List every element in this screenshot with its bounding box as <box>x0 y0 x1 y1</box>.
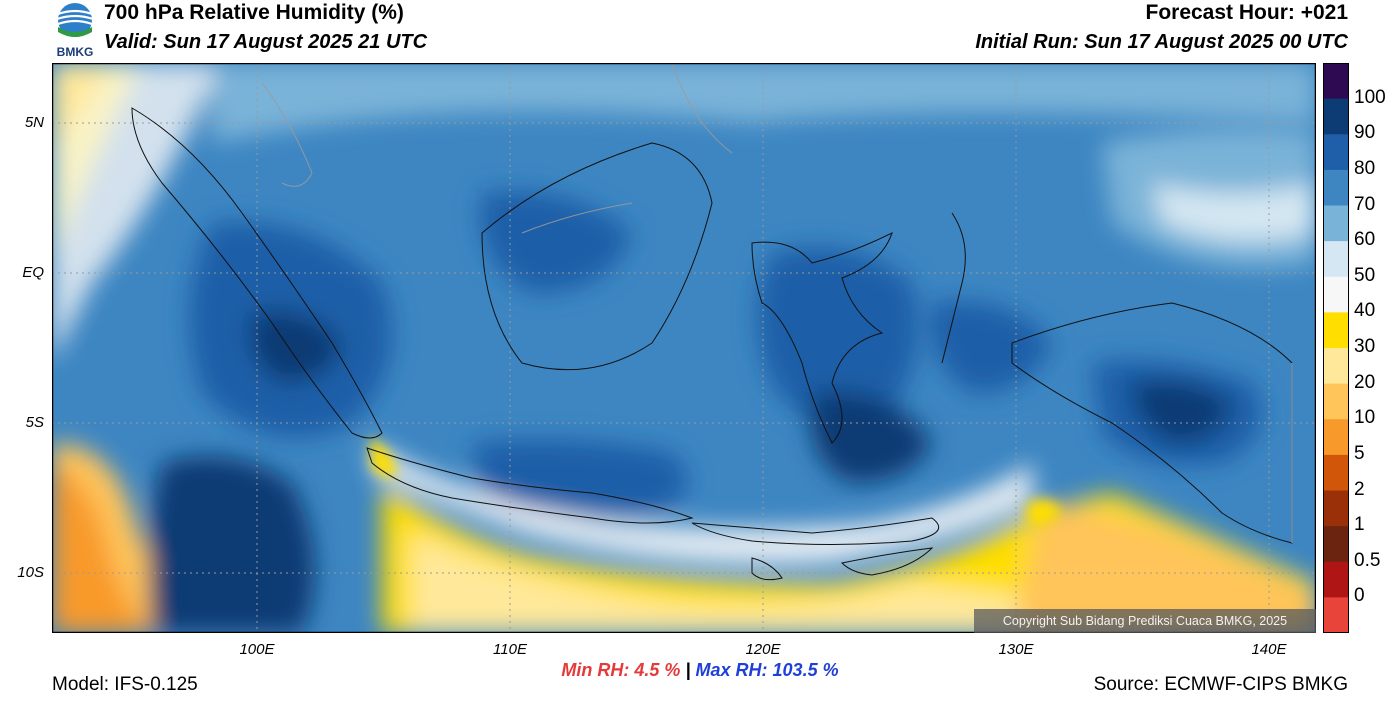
stats-separator: | <box>685 660 691 680</box>
colorbar-swatch <box>1323 169 1349 206</box>
colorbar-label: 60 <box>1354 229 1376 251</box>
lon-label-140e: 140E <box>1251 641 1287 658</box>
colorbar-label: 90 <box>1354 122 1376 144</box>
colorbar-label: 50 <box>1354 264 1376 286</box>
colorbar-swatch <box>1323 348 1349 385</box>
colorbar-swatch <box>1323 134 1349 171</box>
lat-label-5n: 5N <box>24 114 44 131</box>
min-rh-value: 4.5 % <box>634 660 681 680</box>
colorbar-swatch <box>1323 312 1349 349</box>
lon-label-130e: 130E <box>998 641 1034 658</box>
coastlines <box>131 107 1293 581</box>
colorbar-swatch <box>1323 454 1349 491</box>
humidity-map <box>52 63 1316 633</box>
colorbar-swatch <box>1323 597 1349 633</box>
valid-time: Valid: Sun 17 August 2025 21 UTC <box>104 31 428 53</box>
colorbar-swatch <box>1323 526 1349 563</box>
model-label: Model: IFS-0.125 <box>52 674 198 695</box>
colorbar-swatch <box>1323 561 1349 598</box>
colorbar-swatch <box>1323 490 1349 527</box>
colorbar-label: 40 <box>1354 300 1376 322</box>
lon-label-100e: 100E <box>239 641 275 658</box>
lon-label-110e: 110E <box>493 641 527 658</box>
moist-core-sulawesi <box>757 247 918 428</box>
max-rh-label: Max RH: <box>695 660 768 680</box>
lat-label-5s: 5S <box>25 414 44 431</box>
colorbar-label: 100 <box>1354 86 1386 108</box>
lat-label-eq: EQ <box>22 264 44 281</box>
copyright-notice: Copyright Sub Bidang Prediksi Cuaca BMKG… <box>974 609 1316 633</box>
lat-label-10s: 10S <box>17 564 44 581</box>
colorbar-label: 30 <box>1354 336 1376 357</box>
colorbar-swatch <box>1323 419 1349 456</box>
colorbar-label: 1 <box>1354 514 1365 536</box>
rh-stats: Min RH: 4.5 % | Max RH: 103.5 % <box>0 660 1400 681</box>
map-title: 700 hPa Relative Humidity (%) <box>104 1 404 24</box>
moist-core-southwest <box>148 456 315 633</box>
colorbar-label: 0 <box>1354 585 1365 607</box>
colorbar-label: 80 <box>1354 157 1376 179</box>
colorbar-label: 70 <box>1354 193 1376 215</box>
bmkg-logo-text: BMKG <box>57 45 94 58</box>
colorbar-label: 20 <box>1354 371 1376 393</box>
colorbar-swatch <box>1323 205 1349 242</box>
colorbar-swatch <box>1323 63 1349 100</box>
colorbar-swatch <box>1323 98 1349 135</box>
borders <box>261 63 1293 543</box>
min-rh-label: Min RH: <box>561 660 630 680</box>
colorbar-swatch <box>1323 276 1349 313</box>
colorbar-label: 0.5 <box>1354 549 1381 571</box>
lon-label-120e: 120E <box>745 641 781 658</box>
source-label: Source: ECMWF-CIPS BMKG <box>1093 674 1348 695</box>
graticule <box>52 63 1316 633</box>
colorbar-label: 5 <box>1354 442 1365 464</box>
initial-run: Initial Run: Sun 17 August 2025 00 UTC <box>975 31 1348 53</box>
bmkg-logo: BMKG <box>56 3 94 58</box>
map-frame <box>52 63 1316 633</box>
colorbar-label: 10 <box>1354 407 1376 429</box>
forecast-hour: Forecast Hour: +021 <box>1145 1 1349 24</box>
max-rh-value: 103.5 % <box>772 660 839 680</box>
colorbar <box>1323 63 1349 633</box>
colorbar-swatch <box>1323 383 1349 420</box>
colorbar-label: 2 <box>1354 478 1365 500</box>
colorbar-swatch <box>1323 241 1349 278</box>
